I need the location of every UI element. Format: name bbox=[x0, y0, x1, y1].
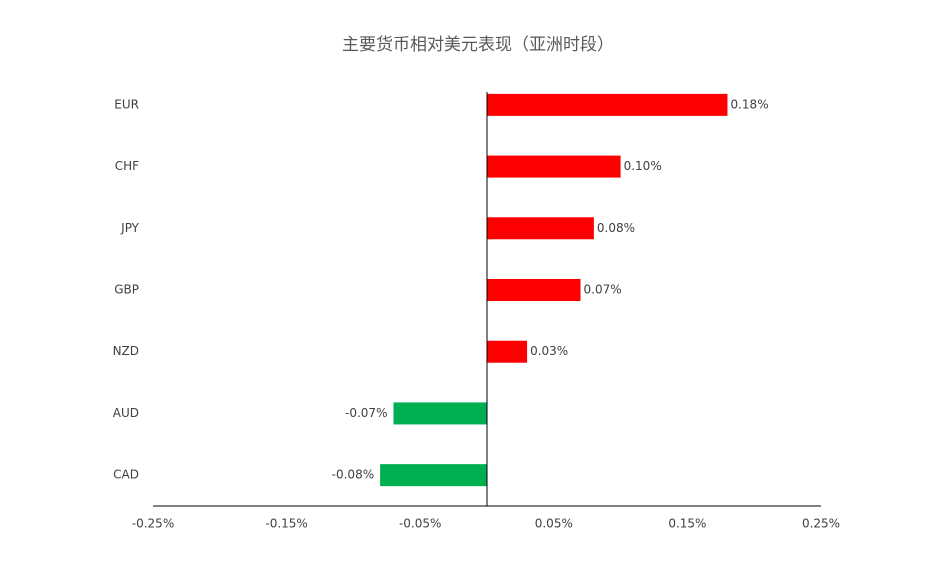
value-label: 0.10% bbox=[624, 159, 662, 173]
value-label: 0.03% bbox=[530, 344, 568, 358]
x-tick-label: 0.05% bbox=[535, 517, 573, 531]
x-tick-label: 0.25% bbox=[802, 517, 840, 531]
value-label: -0.08% bbox=[332, 468, 374, 482]
bar bbox=[487, 217, 594, 240]
y-tick-label: EUR bbox=[114, 97, 139, 111]
y-tick-label: GBP bbox=[114, 283, 139, 297]
x-tick-label: -0.05% bbox=[399, 517, 441, 531]
y-tick-label: NZD bbox=[113, 344, 139, 358]
bar bbox=[487, 93, 728, 116]
bar bbox=[487, 340, 528, 363]
value-label: -0.07% bbox=[345, 406, 387, 420]
value-label: 0.07% bbox=[584, 283, 622, 297]
x-tick-label: 0.15% bbox=[668, 517, 706, 531]
value-label: 0.08% bbox=[597, 221, 635, 235]
y-tick-label: CAD bbox=[113, 468, 139, 482]
bar bbox=[487, 279, 581, 301]
value-label: 0.18% bbox=[730, 97, 768, 111]
bar bbox=[393, 402, 487, 425]
bar bbox=[487, 155, 621, 178]
x-tick-label: -0.15% bbox=[265, 517, 307, 531]
y-tick-label: CHF bbox=[115, 159, 139, 173]
y-tick-label: JPY bbox=[120, 221, 140, 235]
x-tick-label: -0.25% bbox=[132, 517, 174, 531]
bar bbox=[380, 464, 487, 487]
y-tick-label: AUD bbox=[113, 406, 139, 420]
chart-title: 主要货币相对美元表现（亚洲时段） bbox=[342, 35, 614, 55]
